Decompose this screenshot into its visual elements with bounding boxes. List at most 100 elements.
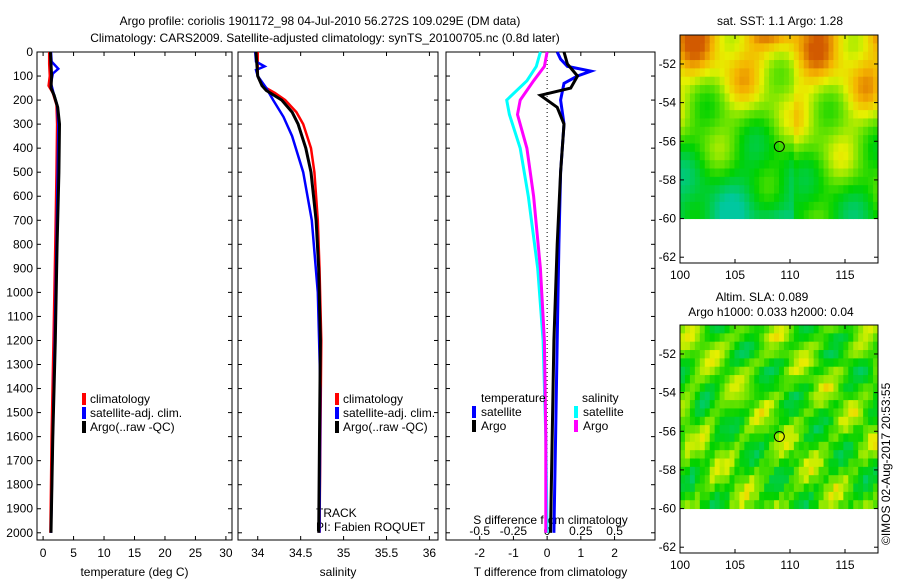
map-cell (823, 383, 829, 393)
map-cell (783, 210, 790, 220)
map-cell (798, 408, 805, 418)
map-cell (863, 101, 869, 111)
map-cell (680, 126, 686, 136)
map-cell (818, 366, 825, 376)
map-cell (729, 160, 735, 169)
map-cell (694, 85, 701, 94)
map-cell (704, 333, 711, 343)
map-cell (808, 185, 815, 195)
map-cell (833, 176, 839, 186)
series-line-climatology (256, 52, 323, 533)
map-cell (709, 433, 716, 443)
map-cell (848, 450, 854, 459)
map-cell (754, 151, 760, 161)
map-cell (764, 491, 770, 501)
map-cell (803, 210, 810, 220)
map-cell (779, 350, 785, 359)
map-cell (798, 193, 805, 203)
map-cell (858, 425, 864, 434)
map-cell (798, 68, 805, 78)
map-cell (808, 408, 815, 418)
map-cell (823, 500, 829, 510)
map-cell (714, 441, 721, 451)
map-cell (764, 93, 770, 103)
map-cell (838, 391, 844, 401)
x-tick-label: 0 (544, 546, 551, 560)
map-cell (858, 350, 864, 359)
map-cell (838, 433, 844, 443)
map-cell (719, 433, 726, 443)
map-cell (813, 126, 820, 136)
map-cell (694, 400, 701, 409)
map-cell (838, 143, 844, 153)
map-cell (848, 408, 854, 418)
map-cell (838, 60, 844, 69)
map-cell (739, 450, 745, 459)
map-cell (699, 433, 706, 443)
map-cell (729, 341, 735, 351)
map-cell (828, 176, 834, 186)
map-cell (863, 210, 869, 220)
map-cell (744, 466, 750, 476)
map-cell (793, 85, 800, 94)
map-cell (798, 425, 805, 434)
map-cell (749, 375, 755, 384)
map-cell (689, 466, 696, 476)
map-cell (843, 151, 849, 161)
map-cell (838, 168, 844, 178)
map-cell (764, 168, 770, 178)
map-cell (818, 433, 825, 443)
map-cell (853, 425, 859, 434)
map-cell (779, 441, 785, 451)
map-cell (803, 458, 810, 468)
map-cell (788, 400, 795, 409)
map-cell (704, 201, 711, 211)
map-cell (818, 458, 825, 468)
map-cell (734, 135, 740, 144)
map-cell (689, 110, 696, 119)
map-cell (813, 168, 820, 178)
map-cell (823, 483, 829, 493)
map-cell (684, 416, 691, 426)
map-cell (759, 51, 765, 61)
map-cell (858, 383, 864, 393)
map-cell (813, 160, 820, 169)
map-cell (868, 135, 874, 144)
map-cell (818, 126, 825, 136)
map-cell (873, 110, 879, 119)
map-cell (684, 101, 691, 111)
x-tick-label: 1 (577, 546, 584, 560)
map-cell (858, 110, 864, 119)
map-cell (724, 350, 730, 359)
map-cell (754, 51, 760, 61)
y-tick-label: 1000 (6, 285, 33, 299)
map-cell (714, 383, 721, 393)
map-cell (684, 391, 691, 401)
map-cell (769, 375, 775, 384)
map-cell (699, 185, 706, 195)
map-cell (838, 358, 844, 368)
map-cell (709, 210, 716, 220)
map-cell (689, 333, 696, 343)
map-cell (729, 500, 735, 510)
salinity-x-axis-label: salinity (320, 565, 357, 579)
map-cell (818, 110, 825, 119)
map-cell (818, 333, 825, 343)
map-cell (823, 400, 829, 409)
map-cell (689, 168, 696, 178)
map-cell (764, 458, 770, 468)
map-cell (680, 341, 686, 351)
map-cell (813, 383, 820, 393)
map-cell (838, 118, 844, 128)
map-cell (694, 466, 701, 476)
map-cell (858, 76, 864, 86)
map-cell (798, 491, 805, 501)
legend-swatch (335, 421, 339, 433)
map-cell (828, 160, 834, 169)
x-tick-label: 2 (611, 546, 618, 560)
map-cell (873, 491, 879, 501)
map-cell (843, 366, 849, 376)
map-cell (774, 85, 780, 94)
map-cell (729, 193, 735, 203)
map-cell (783, 383, 790, 393)
